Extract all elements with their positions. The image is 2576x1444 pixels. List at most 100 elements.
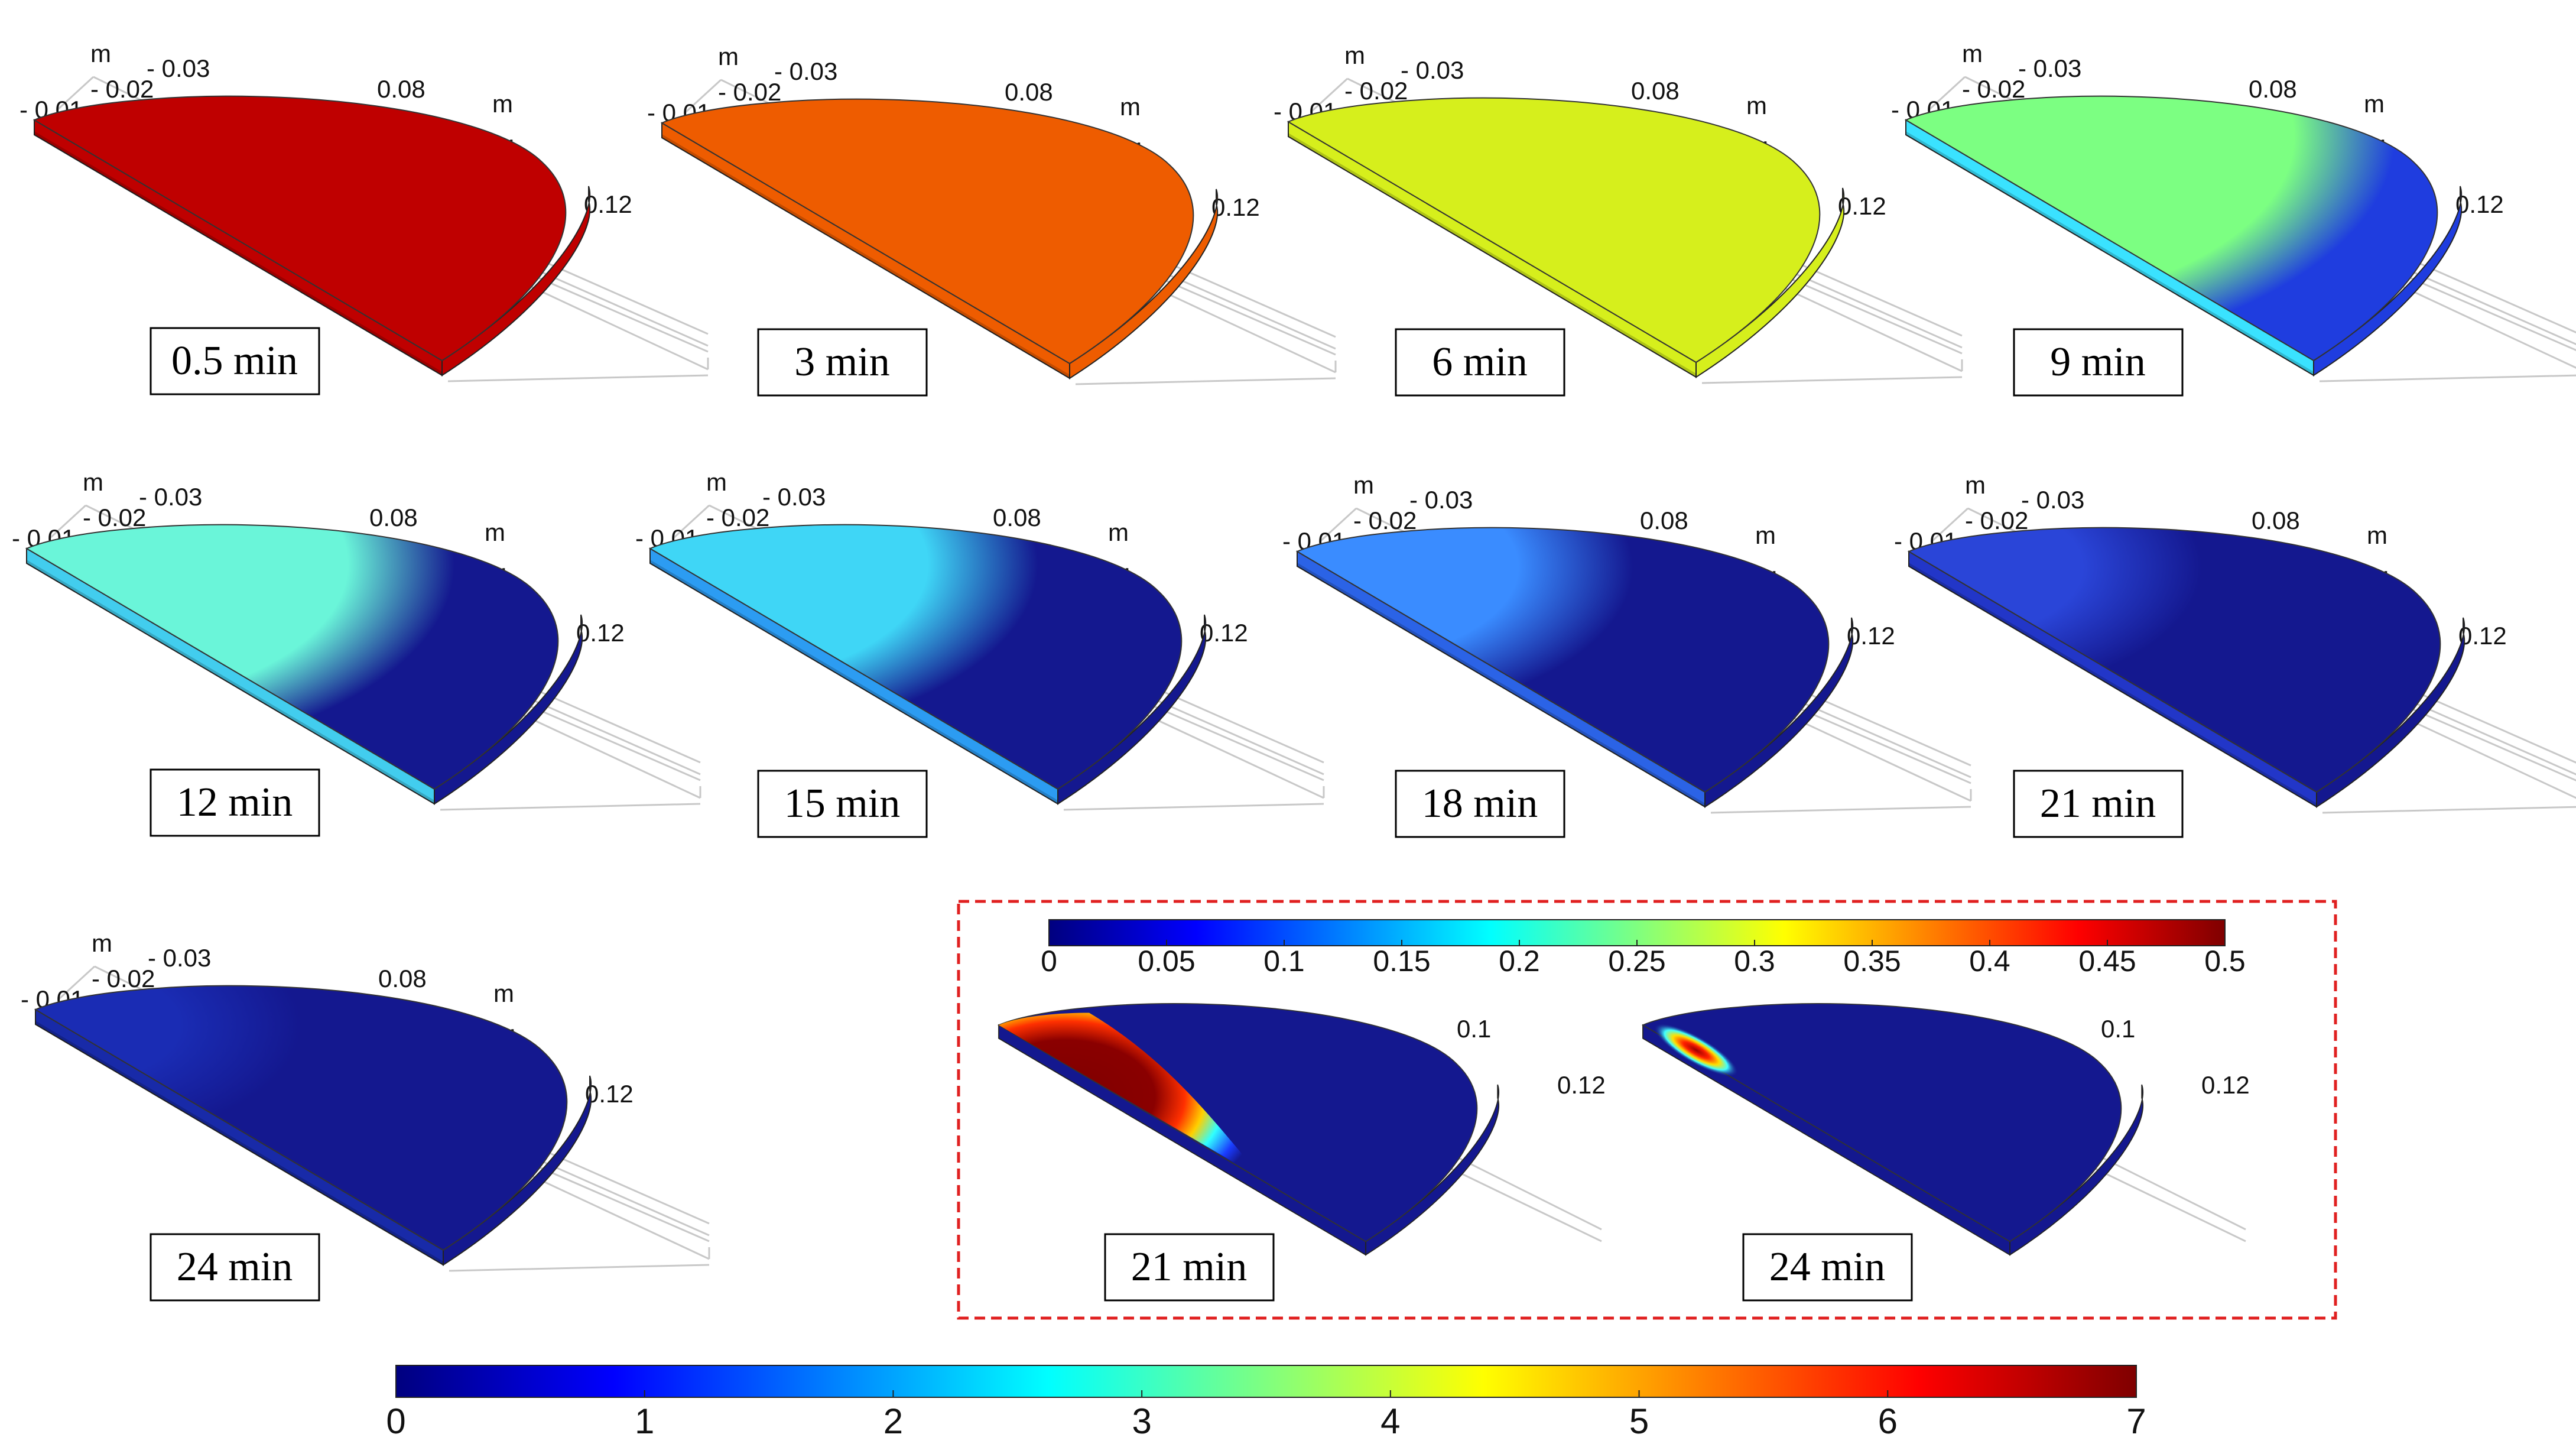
inset-border [957, 900, 2337, 1320]
axis-unit-y: m [1353, 471, 1374, 499]
axis-tick-x: 0.12 [1847, 622, 1895, 650]
axis-unit-y: m [90, 40, 111, 67]
inset-disk [1642, 1003, 2143, 1256]
axis-gridline [440, 803, 701, 811]
axis-unit-y: m [83, 468, 103, 496]
axis-gridline [49, 504, 87, 539]
axis-tick-y: - 0.02 [1965, 507, 2028, 534]
axis-tick-y: - 0.03 [148, 944, 211, 972]
disk-side [1695, 187, 1845, 378]
colorbar-tick-label: 0.35 [1843, 945, 1901, 978]
axis-tick-x: 0.08 [369, 504, 418, 531]
time-label: 9 min [2050, 339, 2145, 385]
axis-unit-x: m [1120, 93, 1141, 121]
disk-top-surface [34, 985, 568, 1251]
colorbar-tick-label: 7 [2126, 1401, 2146, 1441]
axis-tick-x: 0.08 [1640, 507, 1688, 534]
colorbar-tick-label: 4 [1380, 1401, 1400, 1441]
disk-front-shade [1288, 133, 1696, 377]
disk-top-surface [1642, 1003, 2122, 1242]
colorbar-tick-label: 0.45 [2078, 945, 2136, 978]
inset-panels: 0.1 0.12 21 min 0.1 0.12 24 min [998, 1003, 2250, 1302]
main-colorbar-group: 0 1 2 3 4 5 6 7 [386, 1365, 2146, 1441]
time-label-box [1742, 1233, 1913, 1302]
time-label-box [150, 1233, 320, 1302]
axis-tick-x: 0.12 [576, 619, 625, 647]
colorbar-tick-label: 0 [1041, 945, 1057, 978]
colorbar-tick-label: 0.3 [1734, 945, 1775, 978]
axis-tick-x: 0.12 [1557, 1071, 1606, 1099]
axis-unit-y: m [1962, 40, 1983, 67]
axis-gridline [447, 374, 709, 382]
colorbar-tick-label: 3 [1132, 1401, 1151, 1441]
axis-gridline [1931, 507, 1969, 542]
disk-side [2313, 186, 2463, 377]
axis-tick-x: 0.08 [1631, 77, 1680, 105]
axis-unit-x: m [2367, 521, 2387, 549]
time-label: 21 min [2040, 781, 2156, 826]
disk-side [441, 186, 591, 377]
time-label: 24 min [1769, 1244, 1885, 1290]
axis-unit-x: m [2364, 90, 2385, 118]
colorbar-tick-label: 6 [1878, 1401, 1898, 1441]
axis-unit-y: m [1965, 471, 1986, 499]
axis-gridline [673, 504, 710, 539]
disk-front-shade [34, 131, 442, 375]
axis-unit-x: m [1755, 521, 1776, 549]
axis-tick-x: 0.12 [2458, 622, 2507, 650]
axis-tick-y: - 0.03 [1401, 56, 1464, 84]
axis-tick-y: - 0.03 [2021, 486, 2084, 514]
colorbar-tick-label: 0 [386, 1401, 405, 1441]
axis-gridline [1701, 376, 1963, 384]
axis-tick-x: 0.08 [2252, 507, 2300, 534]
axis-tick-x: 0.1 [1457, 1015, 1491, 1043]
axis-gridline [1075, 377, 1336, 385]
axis-tick-x: 0.08 [377, 75, 425, 103]
axis-unit-x: m [1746, 92, 1767, 119]
disk-side [443, 1075, 592, 1266]
axis-tick-x: 0.12 [584, 190, 632, 218]
time-label-box [150, 327, 320, 395]
time-label-box [2013, 328, 2184, 397]
disk-side [2009, 1084, 2143, 1256]
axis-tick-x: 0.08 [1005, 78, 1053, 106]
time-label-box [757, 328, 928, 397]
time-label-box [757, 770, 928, 838]
disk-front-shade [1909, 563, 2317, 807]
disk-side [1057, 614, 1207, 805]
disk-side [2316, 617, 2465, 808]
inset-disk [998, 1003, 1499, 1256]
time-label: 15 min [784, 781, 900, 826]
axis-gridline [449, 1264, 710, 1272]
time-label: 3 min [794, 339, 889, 385]
disk-front-shade [1297, 563, 1705, 807]
axis-tick-y: - 0.03 [147, 54, 210, 82]
hotspot-region [999, 1013, 1265, 1180]
axis-tick-y: - 0.02 [92, 965, 155, 992]
axis-gridline [57, 76, 95, 111]
axis-tick-x: 0.12 [585, 1080, 634, 1108]
colorbar-tick-label: 5 [1629, 1401, 1649, 1441]
axis-gridline [1063, 803, 1324, 811]
time-label-box [1395, 328, 1565, 397]
axis-tick-x: 0.12 [1211, 193, 1260, 221]
disk-top-surface [1287, 97, 1821, 364]
disk-top-surface [660, 98, 1194, 365]
axis-tick-y: - 0.02 [90, 75, 154, 103]
axis-tick-y: - 0.03 [2018, 54, 2081, 82]
axis-unit-x: m [1108, 518, 1129, 546]
disk-front-shade [650, 560, 1058, 804]
axis-unit-x: m [485, 518, 505, 546]
axis-gridline [1311, 77, 1349, 112]
axis-tick-y: - 0.02 [1353, 507, 1417, 534]
colorbar-tick-label: 0.25 [1608, 945, 1665, 978]
disk-front-shade [1906, 131, 2314, 375]
axis-unit-x: m [493, 979, 514, 1007]
colorbar-tick-label: 0.15 [1373, 945, 1430, 978]
time-label-box [150, 768, 320, 837]
